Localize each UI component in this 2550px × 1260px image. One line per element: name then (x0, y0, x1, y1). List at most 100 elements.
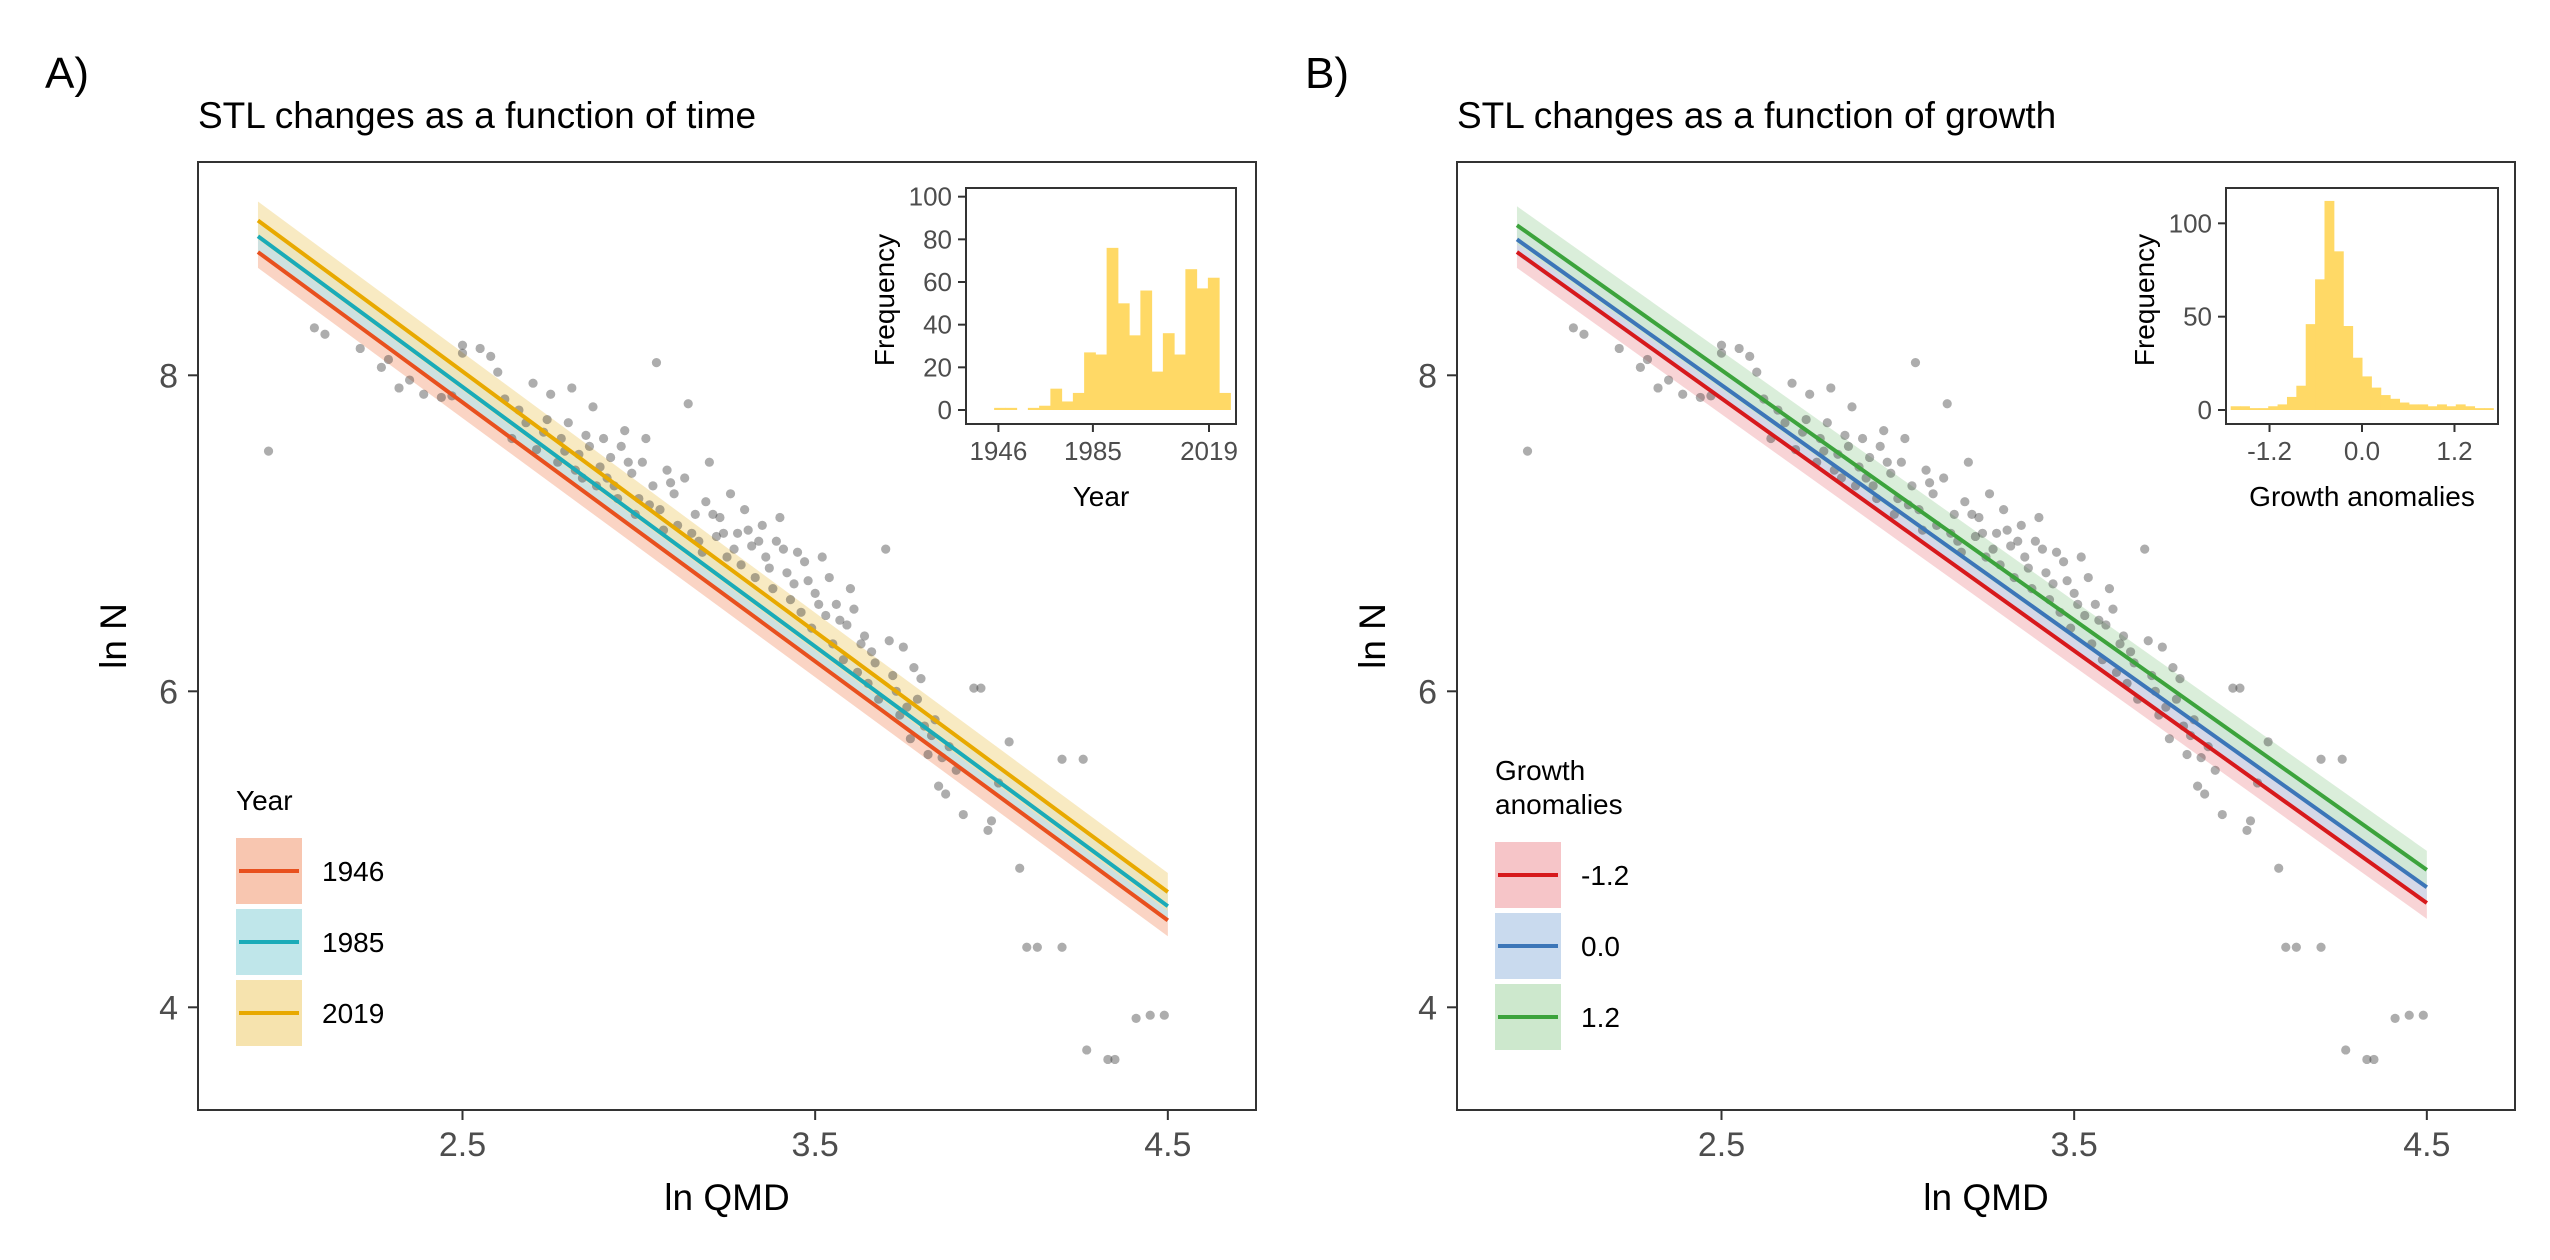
inset-x-tick-label: 1985 (1064, 436, 1122, 466)
data-point (2200, 789, 2210, 799)
inset-y-tick-label: 50 (2183, 302, 2212, 332)
data-point (1875, 441, 1885, 451)
data-point (1910, 358, 1921, 368)
histogram-bar (1207, 277, 1220, 410)
histogram-bar (2352, 357, 2363, 410)
chart-title: STL changes as a function of growth (1457, 95, 2056, 136)
data-point (824, 572, 834, 583)
data-point (1635, 362, 1645, 372)
data-point (1900, 433, 1910, 444)
data-point (376, 362, 386, 372)
panel-b-chart: STL changes as a function of growth 2.5 3.… (1352, 95, 2516, 1218)
data-point (923, 749, 933, 760)
histogram-bar (1027, 407, 1040, 410)
data-point (1678, 389, 1688, 399)
data-point (2076, 552, 2086, 562)
fit-line-1946 (256, 250, 1170, 923)
data-point (1977, 528, 1988, 538)
data-point (457, 348, 468, 358)
x-axis-label: ln QMD (1923, 1177, 2048, 1218)
data-point (916, 674, 926, 684)
data-point (750, 572, 760, 583)
inset-y-tick-label: 100 (2169, 208, 2212, 238)
data-point (722, 552, 732, 562)
data-point (969, 683, 979, 693)
data-point (884, 636, 894, 646)
data-point (2013, 536, 2023, 546)
data-point (665, 478, 676, 488)
data-point (866, 647, 877, 657)
panel-a-label: A) (45, 49, 89, 98)
data-point (2125, 647, 2136, 657)
data-point (2316, 942, 2326, 952)
data-point (740, 505, 750, 515)
data-point (627, 468, 637, 478)
data-point (803, 576, 813, 586)
data-point (2048, 579, 2058, 589)
inset-x-axis-label: Growth anomalies (2249, 481, 2475, 512)
data-point (2094, 615, 2104, 625)
data-point (976, 683, 986, 693)
data-point (1847, 402, 1857, 412)
panel-a-chart: STL changes as a function of time 2.5 3.5 4… (93, 95, 1257, 1218)
inset-y-axis-label: Frequency (869, 234, 900, 366)
data-point (2390, 1013, 2400, 1023)
data-point (704, 457, 714, 467)
legend-label: 2019 (322, 998, 384, 1029)
data-point (2362, 1054, 2372, 1065)
data-point (1110, 1054, 1120, 1065)
y-tick-label: 4 (159, 989, 178, 1027)
histogram-bar (1162, 333, 1175, 410)
fit-line-2019 (256, 218, 1170, 894)
data-point (732, 528, 743, 538)
data-point (2242, 825, 2252, 835)
data-point (1921, 465, 1931, 475)
data-point (711, 531, 722, 542)
data-point (2217, 809, 2227, 820)
inset-y-tick-label: 60 (923, 267, 952, 297)
data-point (2037, 544, 2048, 554)
data-point (1032, 942, 1042, 952)
histogram-bar (1219, 392, 1231, 410)
data-point (637, 457, 647, 467)
histogram-bar (1039, 405, 1051, 410)
data-point (2140, 544, 2150, 554)
data-point (2404, 1010, 2414, 1020)
data-point (2023, 563, 2033, 573)
legend-label: 1946 (322, 856, 384, 887)
histogram-bar (1140, 290, 1153, 410)
data-point (2006, 541, 2016, 551)
data-point (817, 552, 827, 562)
y-tick-label: 6 (159, 673, 178, 711)
inset-x-tick-label: -1.2 (2247, 436, 2292, 466)
data-point (1780, 418, 1790, 428)
data-point (680, 473, 690, 483)
inset-x-tick-label: 1.2 (2436, 436, 2472, 466)
data-point (905, 734, 915, 744)
histogram-bar (2249, 408, 2260, 410)
data-point (620, 426, 630, 436)
data-point (2337, 754, 2347, 764)
inset-x-tick-label: 0.0 (2344, 436, 2380, 466)
histogram-bar (1061, 401, 1074, 410)
data-point (2281, 942, 2291, 952)
data-point (655, 505, 665, 515)
data-point (648, 481, 658, 491)
data-point (542, 414, 552, 425)
data-point (1082, 1045, 1092, 1055)
data-point (383, 354, 394, 365)
data-point (845, 584, 856, 594)
data-point (2164, 734, 2174, 744)
data-point (616, 441, 626, 451)
data-point (690, 509, 700, 519)
data-point (799, 557, 810, 567)
data-point (2235, 683, 2245, 693)
data-point (941, 789, 951, 799)
legend-label: 0.0 (1581, 931, 1620, 962)
data-point (1568, 323, 1578, 333)
data-point (2210, 765, 2220, 775)
data-point (831, 599, 841, 610)
histogram-bar (994, 407, 1006, 410)
data-point (2083, 572, 2093, 583)
histogram-bar (2230, 406, 2241, 410)
